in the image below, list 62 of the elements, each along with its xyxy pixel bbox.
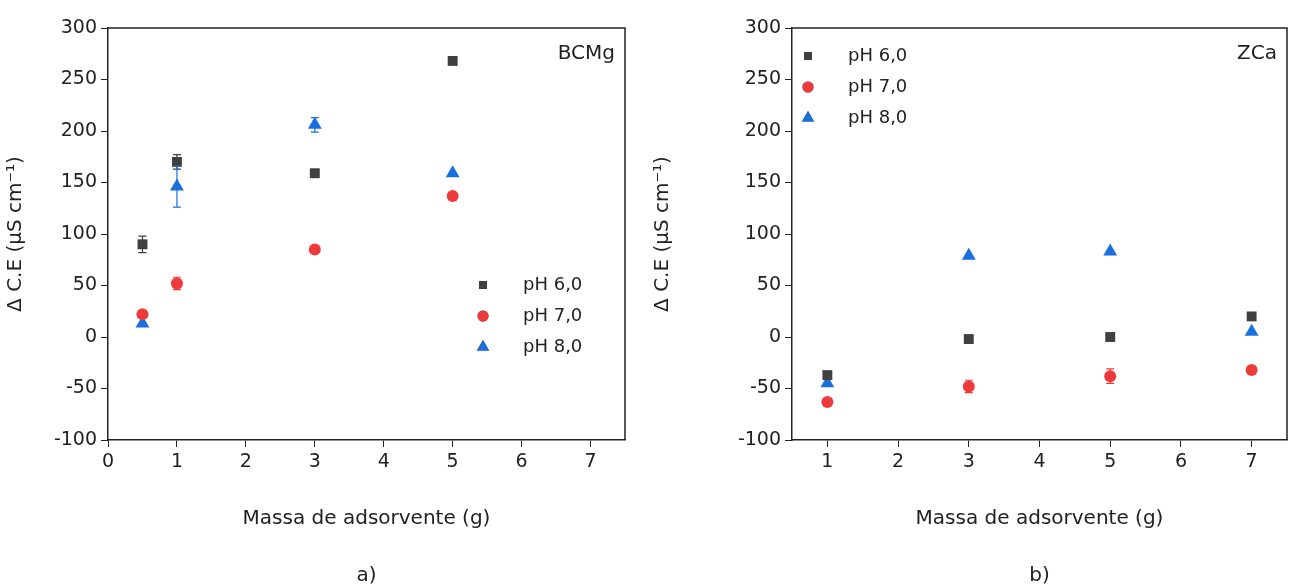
y-tick-label: 150 (60, 169, 97, 192)
y-tick-label: 200 (744, 117, 781, 140)
y-axis-title: Δ C.E (µS cm⁻¹) (2, 156, 27, 312)
x-tick-label: 1 (170, 449, 183, 472)
x-tick-label: 1 (821, 449, 834, 472)
y-tick-label: 100 (744, 220, 781, 243)
y-tick-label: 300 (60, 14, 97, 37)
x-tick-label: 2 (239, 449, 252, 472)
x-tick-label: 5 (1104, 449, 1117, 472)
x-tick-label: 3 (308, 449, 321, 472)
x-tick-label: 4 (1033, 449, 1046, 472)
point (446, 189, 459, 202)
point (308, 243, 321, 256)
x-tick-label: 7 (1245, 449, 1258, 472)
point (821, 395, 834, 408)
point (1105, 332, 1116, 342)
y-tick-label: 100 (60, 220, 97, 243)
annotation: ZCa (1237, 40, 1277, 65)
x-tick-label: 6 (1174, 449, 1187, 472)
x-tick-label: 6 (515, 449, 528, 472)
legend-label: pH 7,0 (523, 303, 583, 325)
point (1244, 323, 1259, 336)
point (822, 370, 833, 381)
y-tick-label: 150 (744, 169, 781, 192)
legend-label: pH 6,0 (848, 43, 908, 65)
y-tick-label: -100 (737, 426, 781, 449)
point (963, 334, 974, 345)
legend-label: pH 8,0 (523, 334, 583, 356)
x-tick-label: 5 (446, 449, 459, 472)
point (309, 168, 320, 179)
annotation: BCMg (557, 40, 615, 65)
legend-label: pH 7,0 (848, 74, 908, 96)
legend-label: pH 8,0 (848, 105, 908, 127)
y-tick-label: 300 (744, 14, 781, 37)
y-tick-label: 50 (756, 272, 781, 295)
text: b) (1029, 562, 1050, 587)
y-tick-label: -50 (65, 375, 97, 398)
point (1246, 311, 1257, 322)
x-axis-title: Massa de adsorvente (g) (242, 505, 491, 530)
x-tick-label: 2 (892, 449, 905, 472)
point (445, 165, 460, 178)
y-tick-label: -100 (53, 426, 97, 449)
point (961, 247, 976, 260)
y-tick-label: 250 (744, 66, 781, 89)
point (1103, 243, 1118, 256)
y-axis-title: Δ C.E (µS cm⁻¹) (649, 156, 674, 312)
point (447, 56, 458, 66)
y-tick-label: 0 (768, 323, 781, 346)
x-tick-label: 7 (584, 449, 597, 472)
point (136, 308, 149, 321)
point (1245, 363, 1258, 376)
legend-label: pH 6,0 (523, 272, 583, 294)
x-tick-label: 4 (377, 449, 390, 472)
text: a) (356, 562, 377, 587)
y-tick-label: 50 (72, 272, 97, 295)
x-tick-label: 0 (101, 449, 115, 472)
y-tick-label: 0 (84, 323, 97, 346)
y-tick-label: 200 (60, 117, 97, 140)
y-tick-label: -50 (749, 375, 781, 398)
x-tick-label: 3 (962, 449, 975, 472)
y-tick-label: 250 (60, 66, 97, 89)
x-axis-title: Massa de adsorvente (g) (915, 505, 1164, 530)
